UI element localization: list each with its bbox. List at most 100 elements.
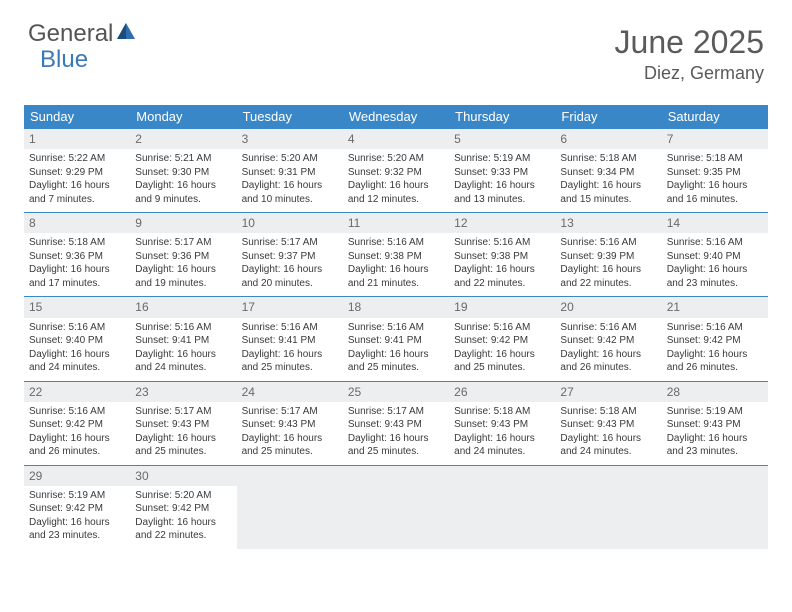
day-number: 16 [130, 297, 236, 317]
sunrise-text: Sunrise: 5:21 AM [135, 152, 231, 166]
sunset-text: Sunset: 9:41 PM [135, 334, 231, 348]
day-number: 15 [24, 297, 130, 317]
sunrise-text: Sunrise: 5:18 AM [29, 236, 125, 250]
day-cell: 26Sunrise: 5:18 AMSunset: 9:43 PMDayligh… [449, 381, 555, 465]
daylight-text: Daylight: 16 hours and 25 minutes. [454, 348, 550, 375]
sunset-text: Sunset: 9:42 PM [560, 334, 656, 348]
daylight-text: Daylight: 16 hours and 25 minutes. [242, 432, 338, 459]
sunset-text: Sunset: 9:38 PM [348, 250, 444, 264]
day-cell: 1Sunrise: 5:22 AMSunset: 9:29 PMDaylight… [24, 128, 130, 212]
day-cell: 8Sunrise: 5:18 AMSunset: 9:36 PMDaylight… [24, 212, 130, 296]
day-number: 26 [449, 382, 555, 402]
day-cell: 10Sunrise: 5:17 AMSunset: 9:37 PMDayligh… [237, 212, 343, 296]
daylight-text: Daylight: 16 hours and 9 minutes. [135, 179, 231, 206]
daylight-text: Daylight: 16 hours and 10 minutes. [242, 179, 338, 206]
day-number: 14 [662, 213, 768, 233]
sunrise-text: Sunrise: 5:20 AM [348, 152, 444, 166]
day-number: 21 [662, 297, 768, 317]
sunrise-text: Sunrise: 5:18 AM [454, 405, 550, 419]
brand-sail-icon [115, 20, 137, 48]
sunrise-text: Sunrise: 5:16 AM [242, 321, 338, 335]
daylight-text: Daylight: 16 hours and 23 minutes. [29, 516, 125, 543]
sunrise-text: Sunrise: 5:16 AM [29, 321, 125, 335]
daylight-text: Daylight: 16 hours and 19 minutes. [135, 263, 231, 290]
sunset-text: Sunset: 9:43 PM [560, 418, 656, 432]
day-number: 12 [449, 213, 555, 233]
day-number: 8 [24, 213, 130, 233]
day-cell: 14Sunrise: 5:16 AMSunset: 9:40 PMDayligh… [662, 212, 768, 296]
week-row: 8Sunrise: 5:18 AMSunset: 9:36 PMDaylight… [24, 212, 768, 296]
day-cell: 28Sunrise: 5:19 AMSunset: 9:43 PMDayligh… [662, 381, 768, 465]
day-cell: 17Sunrise: 5:16 AMSunset: 9:41 PMDayligh… [237, 296, 343, 380]
sunrise-text: Sunrise: 5:16 AM [560, 321, 656, 335]
sunrise-text: Sunrise: 5:19 AM [29, 489, 125, 503]
sunrise-text: Sunrise: 5:17 AM [135, 405, 231, 419]
sunrise-text: Sunrise: 5:16 AM [454, 236, 550, 250]
day-number: 2 [130, 129, 236, 149]
sunset-text: Sunset: 9:37 PM [242, 250, 338, 264]
sunset-text: Sunset: 9:40 PM [667, 250, 763, 264]
day-number: 28 [662, 382, 768, 402]
day-cell: 2Sunrise: 5:21 AMSunset: 9:30 PMDaylight… [130, 128, 236, 212]
day-number: 6 [555, 129, 661, 149]
sunrise-text: Sunrise: 5:16 AM [560, 236, 656, 250]
sunrise-text: Sunrise: 5:16 AM [348, 321, 444, 335]
daylight-text: Daylight: 16 hours and 26 minutes. [560, 348, 656, 375]
day-cell: 29Sunrise: 5:19 AMSunset: 9:42 PMDayligh… [24, 465, 130, 549]
day-cell: 19Sunrise: 5:16 AMSunset: 9:42 PMDayligh… [449, 296, 555, 380]
day-number: 11 [343, 213, 449, 233]
sunrise-text: Sunrise: 5:17 AM [242, 236, 338, 250]
daylight-text: Daylight: 16 hours and 24 minutes. [29, 348, 125, 375]
daylight-text: Daylight: 16 hours and 26 minutes. [29, 432, 125, 459]
day-cell: 18Sunrise: 5:16 AMSunset: 9:41 PMDayligh… [343, 296, 449, 380]
daylight-text: Daylight: 16 hours and 23 minutes. [667, 263, 763, 290]
sunset-text: Sunset: 9:41 PM [242, 334, 338, 348]
sunset-text: Sunset: 9:42 PM [29, 418, 125, 432]
day-number: 19 [449, 297, 555, 317]
empty-day-cell [555, 465, 661, 549]
sunset-text: Sunset: 9:43 PM [135, 418, 231, 432]
day-cell: 15 Sunrise: 5:16 AMSunset: 9:40 PMDayligh… [24, 296, 130, 380]
weekday-header: Saturday [662, 105, 768, 128]
weekday-header: Friday [555, 105, 661, 128]
daylight-text: Daylight: 16 hours and 16 minutes. [667, 179, 763, 206]
day-number: 17 [237, 297, 343, 317]
week-row: 15Sunrise: 5:16 AMSunset: 9:40 PMDayligh… [24, 296, 768, 380]
day-cell: 22Sunrise: 5:16 AMSunset: 9:42 PMDayligh… [24, 381, 130, 465]
sunset-text: Sunset: 9:33 PM [454, 166, 550, 180]
sunrise-text: Sunrise: 5:16 AM [348, 236, 444, 250]
day-number: 30 [130, 466, 236, 486]
daylight-text: Daylight: 16 hours and 26 minutes. [667, 348, 763, 375]
daylight-text: Daylight: 16 hours and 13 minutes. [454, 179, 550, 206]
sunset-text: Sunset: 9:38 PM [454, 250, 550, 264]
sunrise-text: Sunrise: 5:22 AM [29, 152, 125, 166]
sunset-text: Sunset: 9:40 PM [29, 334, 125, 348]
day-number: 22 [24, 382, 130, 402]
sunset-text: Sunset: 9:42 PM [29, 502, 125, 516]
sunrise-text: Sunrise: 5:18 AM [560, 152, 656, 166]
day-number: 1 [24, 129, 130, 149]
empty-day-cell [237, 465, 343, 549]
sunset-text: Sunset: 9:29 PM [29, 166, 125, 180]
sunrise-text: Sunrise: 5:20 AM [135, 489, 231, 503]
daylight-text: Daylight: 16 hours and 24 minutes. [454, 432, 550, 459]
day-number: 9 [130, 213, 236, 233]
brand-text-2-wrapper: Blue [40, 46, 88, 74]
daylight-text: Daylight: 16 hours and 22 minutes. [135, 516, 231, 543]
day-number: 24 [237, 382, 343, 402]
day-number: 20 [555, 297, 661, 317]
sunset-text: Sunset: 9:35 PM [667, 166, 763, 180]
title-block: June 2025 Diez, Germany [615, 24, 764, 84]
location: Diez, Germany [615, 63, 764, 84]
brand-text-2: Blue [40, 46, 88, 73]
day-cell: 6Sunrise: 5:18 AMSunset: 9:34 PMDaylight… [555, 128, 661, 212]
weekday-header: Monday [130, 105, 236, 128]
daylight-text: Daylight: 16 hours and 25 minutes. [348, 432, 444, 459]
empty-day-cell [343, 465, 449, 549]
sunset-text: Sunset: 9:39 PM [560, 250, 656, 264]
weekday-header: Wednesday [343, 105, 449, 128]
calendar-grid: Sunday Monday Tuesday Wednesday Thursday… [24, 105, 768, 549]
sunset-text: Sunset: 9:36 PM [135, 250, 231, 264]
weekday-header: Thursday [449, 105, 555, 128]
daylight-text: Daylight: 16 hours and 21 minutes. [348, 263, 444, 290]
